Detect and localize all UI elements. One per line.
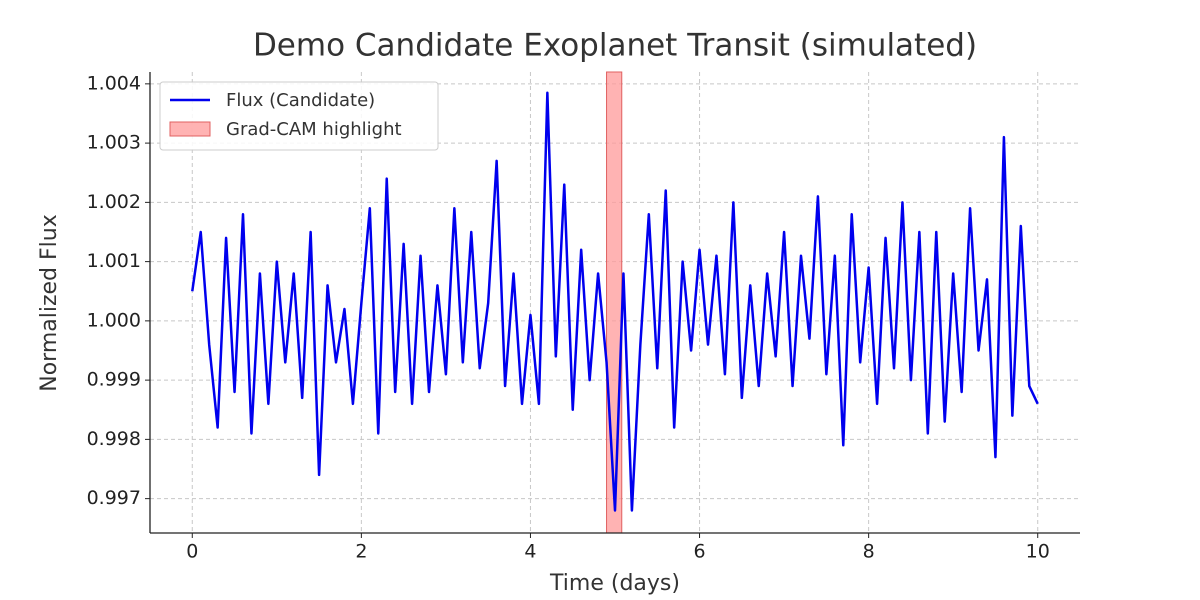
x-tick-label: 8 [863,541,875,563]
flux-line [191,91,1039,512]
chart-title: Demo Candidate Exoplanet Transit (simula… [253,28,977,64]
legend-label: Grad-CAM highlight [226,119,402,140]
y-tick-label: 0.998 [87,428,141,450]
y-tick-label: 1.003 [87,132,141,154]
x-tick-label: 2 [355,541,367,563]
x-tick-label: 4 [524,541,536,563]
legend-label: Flux (Candidate) [226,90,375,111]
y-axis-label: Normalized Flux [37,214,62,391]
legend-box [159,81,439,151]
x-tick-label: 0 [186,541,198,563]
y-tick-label: 1.000 [87,309,141,331]
x-tick-label: 6 [693,541,705,563]
y-tick-label: 1.001 [87,250,141,272]
legend-swatch [169,121,211,137]
x-tick-label: 10 [1026,541,1050,563]
highlight-span [606,71,623,534]
y-tick-label: 1.002 [87,191,141,213]
y-tick-label: 0.997 [87,487,141,509]
x-axis-label: Time (days) [549,571,680,596]
y-tick-label: 1.004 [87,72,141,94]
y-tick-label: 0.999 [87,369,141,391]
